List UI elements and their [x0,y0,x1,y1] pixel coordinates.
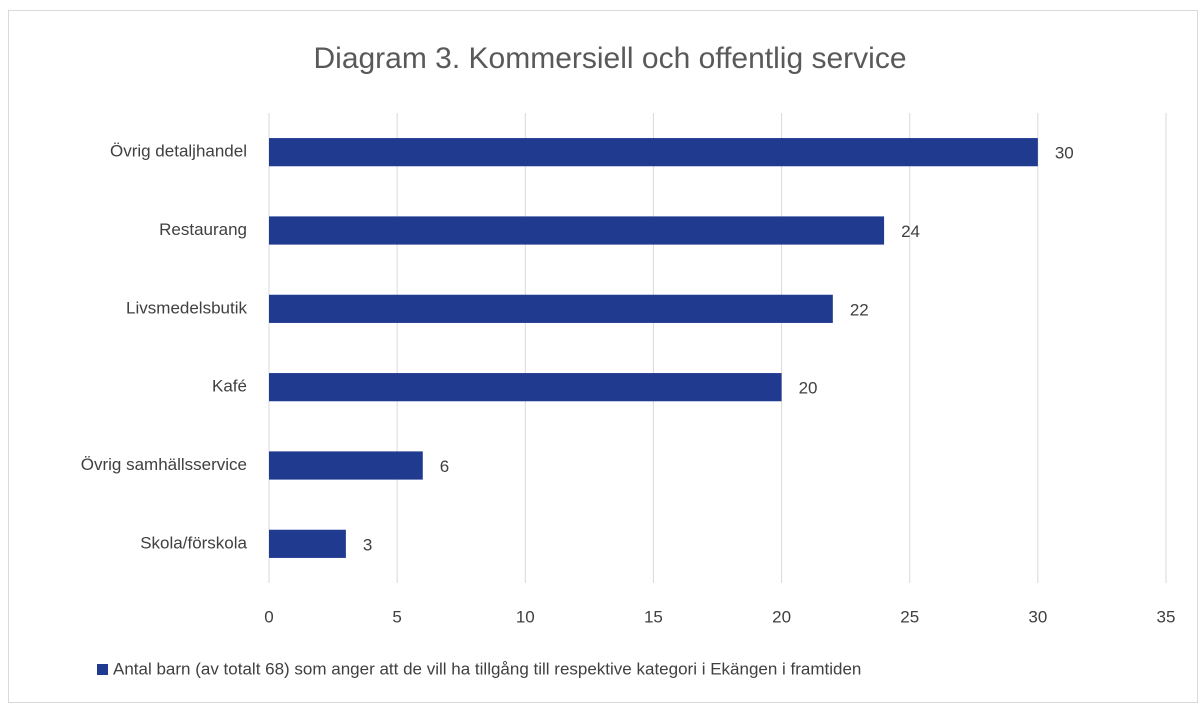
data-label: 30 [1055,144,1074,163]
x-tick-label: 20 [772,607,791,626]
data-label: 22 [850,300,869,319]
y-tick-label: Kafé [212,377,247,396]
y-tick-label: Övrig detaljhandel [110,142,247,161]
bar [269,451,423,480]
data-label: 6 [440,457,449,476]
bar [269,294,833,323]
legend-label: Antal barn (av totalt 68) som anger att … [113,659,861,678]
chart-frame [8,10,1198,703]
x-tick-label: 35 [1157,607,1176,626]
legend-swatch [97,664,108,675]
data-label: 20 [799,379,818,398]
x-tick-label: 5 [392,607,401,626]
bar [269,529,346,558]
y-tick-label: Livsmedelsbutik [126,298,247,317]
bar [269,373,782,402]
x-tick-label: 30 [1028,607,1047,626]
y-tick-label: Restaurang [159,220,247,239]
y-tick-label: Övrig samhällsservice [81,455,247,474]
x-tick-label: 10 [516,607,535,626]
y-tick-label: Skola/förskola [140,533,247,552]
chart-title: Diagram 3. Kommersiell och offentlig ser… [313,42,906,75]
bar [269,216,885,245]
data-label: 24 [901,222,920,241]
x-tick-label: 15 [644,607,663,626]
x-tick-label: 25 [900,607,919,626]
x-tick-label: 0 [264,607,273,626]
data-label: 3 [363,535,372,554]
bar [269,138,1038,167]
